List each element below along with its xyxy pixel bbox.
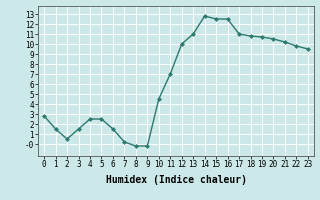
X-axis label: Humidex (Indice chaleur): Humidex (Indice chaleur): [106, 175, 246, 185]
